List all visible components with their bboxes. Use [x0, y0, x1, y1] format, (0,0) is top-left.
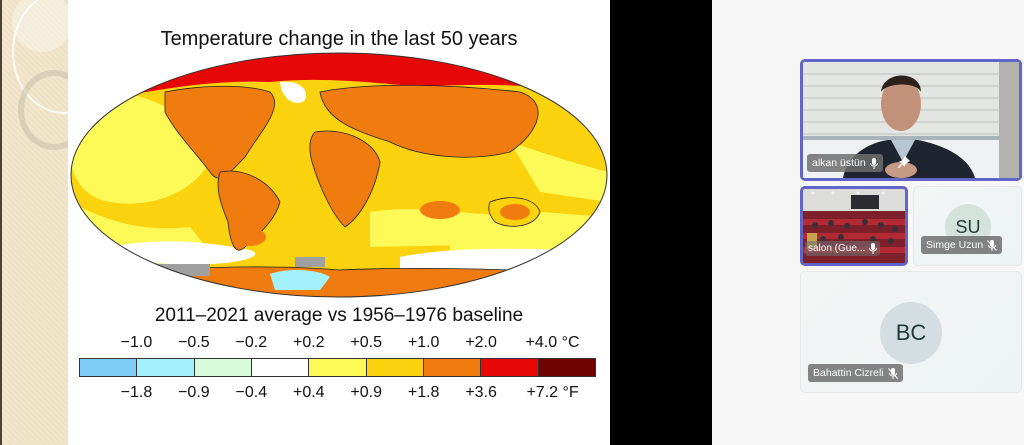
fahrenheit-scale: −1.8 −0.9 −0.4 +0.4 +0.9 +1.8 +3.6 +7.2 °F	[68, 384, 610, 406]
temperature-world-map	[70, 52, 608, 298]
mic-off-icon	[987, 239, 998, 251]
decorative-ring	[18, 70, 68, 150]
celsius-tick-label: −1.0	[120, 334, 153, 351]
participant-name-tag: Simge Uzun	[921, 236, 1003, 254]
fahrenheit-tick-label: −0.9	[178, 384, 210, 401]
avatar: BC	[880, 302, 942, 364]
fahrenheit-tick-label: +3.6	[465, 384, 497, 401]
participant-name: alkan üstün	[812, 157, 866, 169]
colorbar-segment	[309, 359, 367, 376]
participant-name-tag: alkan üstün	[807, 154, 883, 172]
celsius-tick-label: +2.0	[465, 334, 497, 351]
participant-tile-simge[interactable]: SU Simge Uzun	[913, 186, 1022, 266]
slide-subtitle: 2011–2021 average vs 1956–1976 baseline	[154, 305, 524, 326]
colorbar-segment	[137, 359, 195, 376]
slide-decoration	[0, 0, 68, 445]
black-separator	[610, 0, 712, 445]
celsius-scale: −1.0 −0.5 −0.2 +0.2 +0.5 +1.0 +2.0 +4.0 °C	[68, 334, 610, 356]
participant-name: Simge Uzun	[926, 239, 984, 251]
fahrenheit-tick-label: −0.4	[235, 384, 268, 401]
participant-tile-salon[interactable]: salon (Gue...	[800, 186, 908, 266]
colorbar-segment	[80, 359, 138, 376]
fahrenheit-tick-label: −1.8	[120, 384, 153, 401]
participant-name: Bahattin Cizreli	[813, 367, 884, 379]
celsius-tick-label: +4.0 °C	[525, 334, 580, 351]
colorbar-segment	[481, 359, 539, 376]
avatar-initials: SU	[955, 216, 981, 237]
colorbar-segment	[194, 359, 252, 376]
presentation-slide: Temperature change in the last 50 years	[68, 0, 610, 445]
pin-icon[interactable]	[898, 156, 910, 168]
fahrenheit-tick-label: +0.9	[350, 384, 383, 401]
temperature-colorbar	[79, 358, 596, 377]
slide-title: Temperature change in the last 50 years	[160, 28, 518, 50]
colorbar-segment	[366, 359, 424, 376]
fahrenheit-tick-label: +7.2 °F	[526, 384, 579, 401]
colorbar-segment	[423, 359, 482, 376]
celsius-tick-label: −0.5	[178, 334, 210, 351]
celsius-tick-label: +0.5	[350, 334, 383, 351]
participant-name-tag: salon (Gue...	[805, 241, 881, 256]
participant-name-tag: Bahattin Cizreli	[808, 364, 903, 382]
mic-on-icon	[869, 157, 878, 169]
colorbar-segment	[251, 359, 310, 376]
celsius-tick-label: +0.2	[292, 334, 325, 351]
participant-name: salon (Gue...	[808, 243, 866, 254]
mic-off-icon	[887, 367, 898, 379]
celsius-tick-label: −0.2	[235, 334, 268, 351]
avatar-initials: BC	[895, 320, 927, 345]
celsius-tick-label: +1.0	[407, 334, 440, 351]
colorbar-segment	[538, 359, 595, 376]
fahrenheit-tick-label: +0.4	[292, 384, 325, 401]
participant-tile-bahattin[interactable]: BC Bahattin Cizreli	[800, 271, 1022, 393]
mic-on-icon	[869, 243, 878, 254]
map-border	[70, 52, 608, 298]
fahrenheit-tick-label: +1.8	[407, 384, 440, 401]
participant-tile-alkan[interactable]: alkan üstün	[800, 59, 1022, 181]
